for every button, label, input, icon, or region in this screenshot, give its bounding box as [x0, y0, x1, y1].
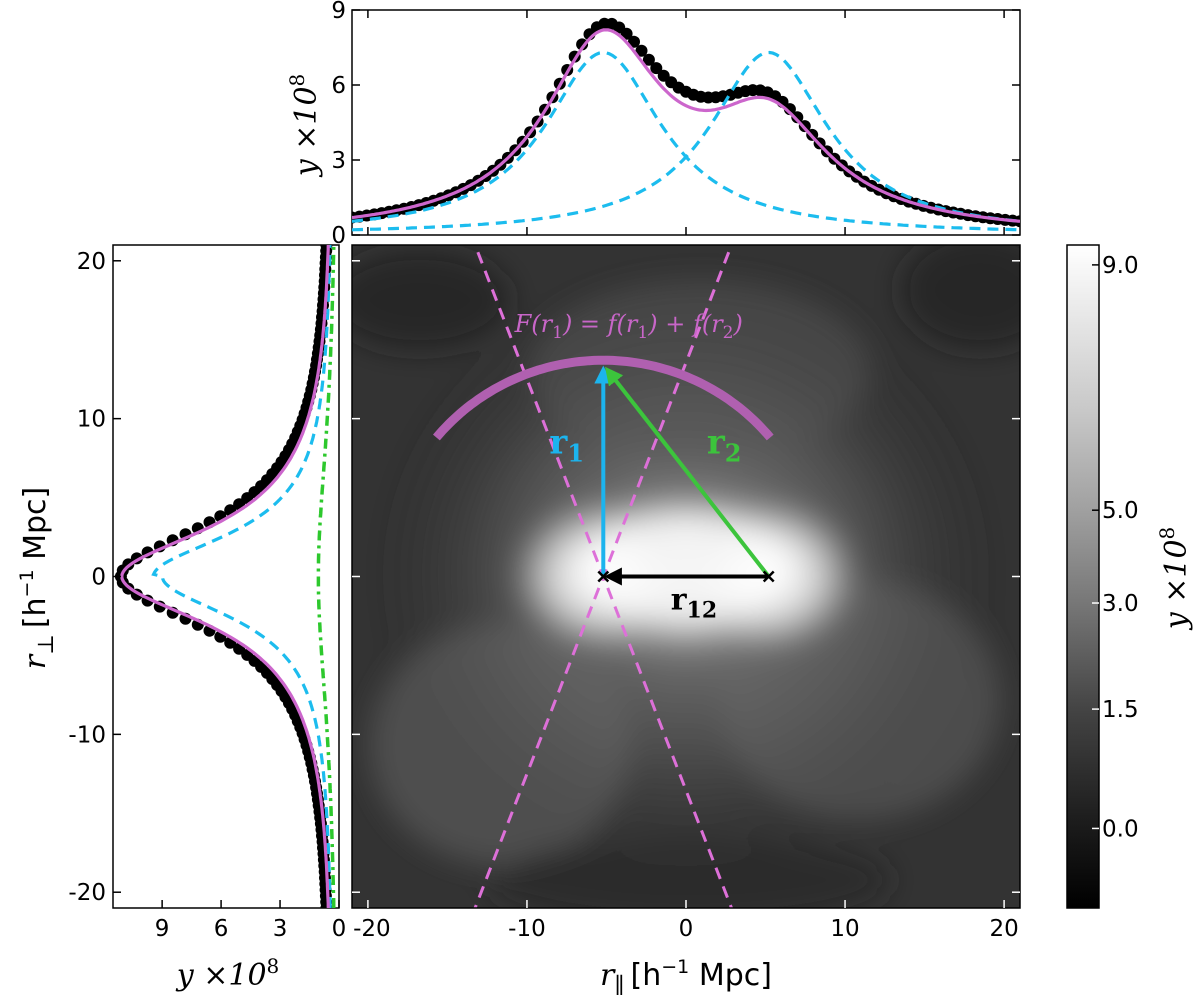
top-stack-dot	[791, 111, 804, 124]
left-residual-line	[316, 245, 336, 908]
colorbar-tick-label: 3.0	[1102, 591, 1139, 617]
colorbar-tick-label: 9.0	[1102, 253, 1139, 279]
r2-vector-arrow	[604, 366, 771, 578]
top-profile-panel: 0 3 6 9 y ×108	[285, 0, 1021, 249]
colorbar-label: y ×108	[1155, 527, 1194, 632]
left-x-tick-label: 3	[273, 916, 288, 942]
colorbar-tick-label: 1.5	[1102, 697, 1139, 723]
left-y-tick-label: 0	[91, 565, 106, 591]
left-y-ticks: 20 10 0 -10 -20	[68, 249, 121, 906]
colorbar: 9.0 5.0 3.0 1.5 0.0 y ×108	[1066, 244, 1194, 909]
top-y-ticks: 0 3 6 9	[331, 0, 1020, 249]
left-x-tick-label: 6	[214, 916, 229, 942]
main-x-ticks: -20 -10 0 10 20	[353, 900, 1019, 942]
main-x-tick-label: 0	[679, 916, 694, 942]
top-y-axis-label: y ×108	[285, 74, 324, 179]
left-x-tick-label: 9	[155, 916, 170, 942]
r1-label: r1	[549, 422, 584, 467]
left-y-tick-label: -10	[68, 722, 106, 748]
constant-distance-arc	[432, 355, 774, 441]
top-y-tick-label: 6	[331, 73, 346, 99]
main-x-axis-label: r∥ [h−1 Mpc]	[600, 956, 772, 999]
main-x-tick-label: 20	[989, 916, 1018, 942]
main-x-tick-label: -10	[508, 916, 546, 942]
main-x-tick-label: 10	[830, 916, 859, 942]
top-stack-dot	[642, 53, 655, 66]
top-stack-dot	[628, 35, 640, 48]
main-y-ticks	[352, 260, 1020, 893]
top-stack-dot	[650, 62, 663, 75]
top-x-ticks	[367, 10, 1005, 235]
top-y-tick-label: 3	[331, 148, 346, 174]
left-panel-frame	[112, 244, 340, 909]
top-stack-dot	[635, 44, 648, 57]
main-heatmap-panel: F(r1) = f(r1) + f(r2) r1 r2 r12 -20 -10 0 1…	[351, 244, 1021, 999]
left-component-line	[151, 245, 332, 908]
colorbar-tick-label: 5.0	[1102, 498, 1139, 524]
top-model-sum-line	[352, 28, 1020, 223]
r2-label: r2	[707, 422, 742, 467]
top-y-tick-label: 9	[331, 0, 346, 24]
colorbar-tick-label: 0.0	[1102, 816, 1139, 842]
left-y-tick-label: -20	[68, 880, 106, 906]
top-stack-dot	[576, 38, 589, 51]
left-y-tick-label: 20	[77, 249, 106, 275]
top-component-right-line	[352, 50, 1020, 232]
formula-annotation: F(r1) = f(r1) + f(r2)	[514, 310, 743, 343]
left-y-axis-label: r⊥[h−1 Mpc]	[16, 487, 59, 669]
halo-center-marker	[762, 570, 775, 583]
colorbar-ticks: 9.0 5.0 3.0 1.5 0.0	[1092, 253, 1139, 842]
r12-label: r12	[671, 583, 717, 624]
halo-center-marker	[597, 570, 610, 583]
left-x-axis-label: y ×108	[175, 954, 280, 993]
main-x-tick-label: -20	[353, 916, 391, 942]
left-x-ticks: 9 6 3 0	[155, 900, 347, 942]
top-stack-dot	[620, 27, 633, 40]
left-y-tick-label: 10	[77, 407, 106, 433]
halo-markers	[597, 570, 775, 583]
left-x-tick-label: 0	[332, 916, 347, 942]
colorbar-gradient	[1066, 244, 1100, 909]
top-y-tick-label: 0	[331, 223, 346, 249]
left-model-sum-line	[120, 245, 330, 908]
